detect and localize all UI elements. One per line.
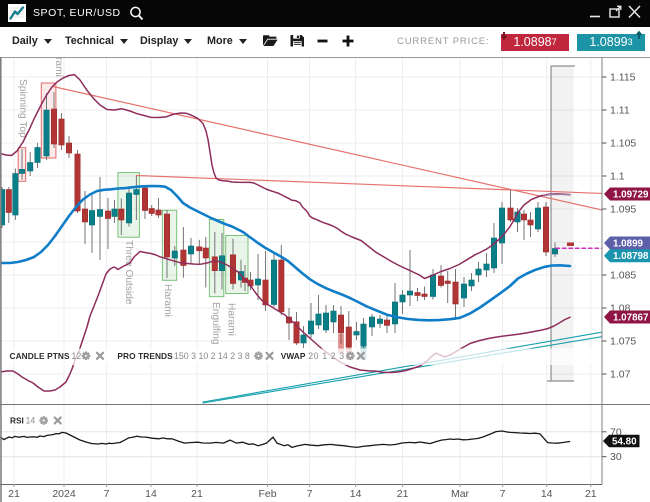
svg-text:1.115: 1.115 bbox=[610, 72, 636, 84]
svg-text:1.105: 1.105 bbox=[610, 138, 636, 150]
svg-text:Harami: Harami bbox=[53, 44, 64, 77]
svg-text:1.1: 1.1 bbox=[610, 171, 625, 183]
svg-text:7: 7 bbox=[307, 488, 313, 500]
svg-text:30: 30 bbox=[610, 451, 622, 463]
svg-text:1.075: 1.075 bbox=[610, 336, 636, 348]
svg-text:70: 70 bbox=[610, 426, 622, 438]
svg-text:1.0899: 1.0899 bbox=[613, 239, 644, 250]
svg-text:Spinning Top: Spinning Top bbox=[17, 79, 28, 138]
svg-text:54.80: 54.80 bbox=[612, 437, 637, 448]
svg-text:14: 14 bbox=[26, 416, 36, 426]
svg-text:14: 14 bbox=[145, 488, 157, 500]
svg-text:1.11: 1.11 bbox=[610, 105, 630, 117]
svg-text:14: 14 bbox=[541, 488, 553, 500]
svg-text:Mar: Mar bbox=[451, 488, 470, 500]
svg-text:Three Outside: Three Outside bbox=[123, 240, 134, 305]
svg-text:1.07867: 1.07867 bbox=[613, 313, 649, 324]
svg-text:21: 21 bbox=[397, 488, 409, 500]
svg-text:1.07: 1.07 bbox=[610, 369, 631, 381]
svg-text:VWAP: VWAP bbox=[281, 351, 306, 361]
svg-text:1.095: 1.095 bbox=[610, 204, 636, 216]
svg-text:Harami: Harami bbox=[162, 284, 173, 317]
svg-text:20 1 2 3: 20 1 2 3 bbox=[308, 351, 345, 361]
svg-text:1.09729: 1.09729 bbox=[613, 190, 649, 201]
svg-text:Harami: Harami bbox=[226, 303, 237, 336]
svg-text:21: 21 bbox=[8, 488, 20, 500]
svg-text:1.085: 1.085 bbox=[610, 270, 636, 282]
svg-text:1.08798: 1.08798 bbox=[613, 251, 649, 262]
svg-text:7: 7 bbox=[500, 488, 506, 500]
svg-text:Feb: Feb bbox=[258, 488, 276, 500]
svg-text:150 3 10 2 14 2 3 8: 150 3 10 2 14 2 3 8 bbox=[174, 351, 250, 361]
svg-text:RSI: RSI bbox=[10, 416, 24, 426]
svg-text:21: 21 bbox=[585, 488, 597, 500]
svg-text:PRO TRENDS: PRO TRENDS bbox=[117, 351, 173, 361]
svg-text:Engulfing: Engulfing bbox=[210, 302, 221, 345]
svg-text:14: 14 bbox=[350, 488, 362, 500]
svg-text:2024: 2024 bbox=[52, 488, 76, 500]
svg-text:21: 21 bbox=[191, 488, 203, 500]
svg-text:7: 7 bbox=[104, 488, 110, 500]
svg-text:CANDLE PTNS: CANDLE PTNS bbox=[10, 351, 70, 361]
svg-text:12: 12 bbox=[72, 351, 82, 361]
